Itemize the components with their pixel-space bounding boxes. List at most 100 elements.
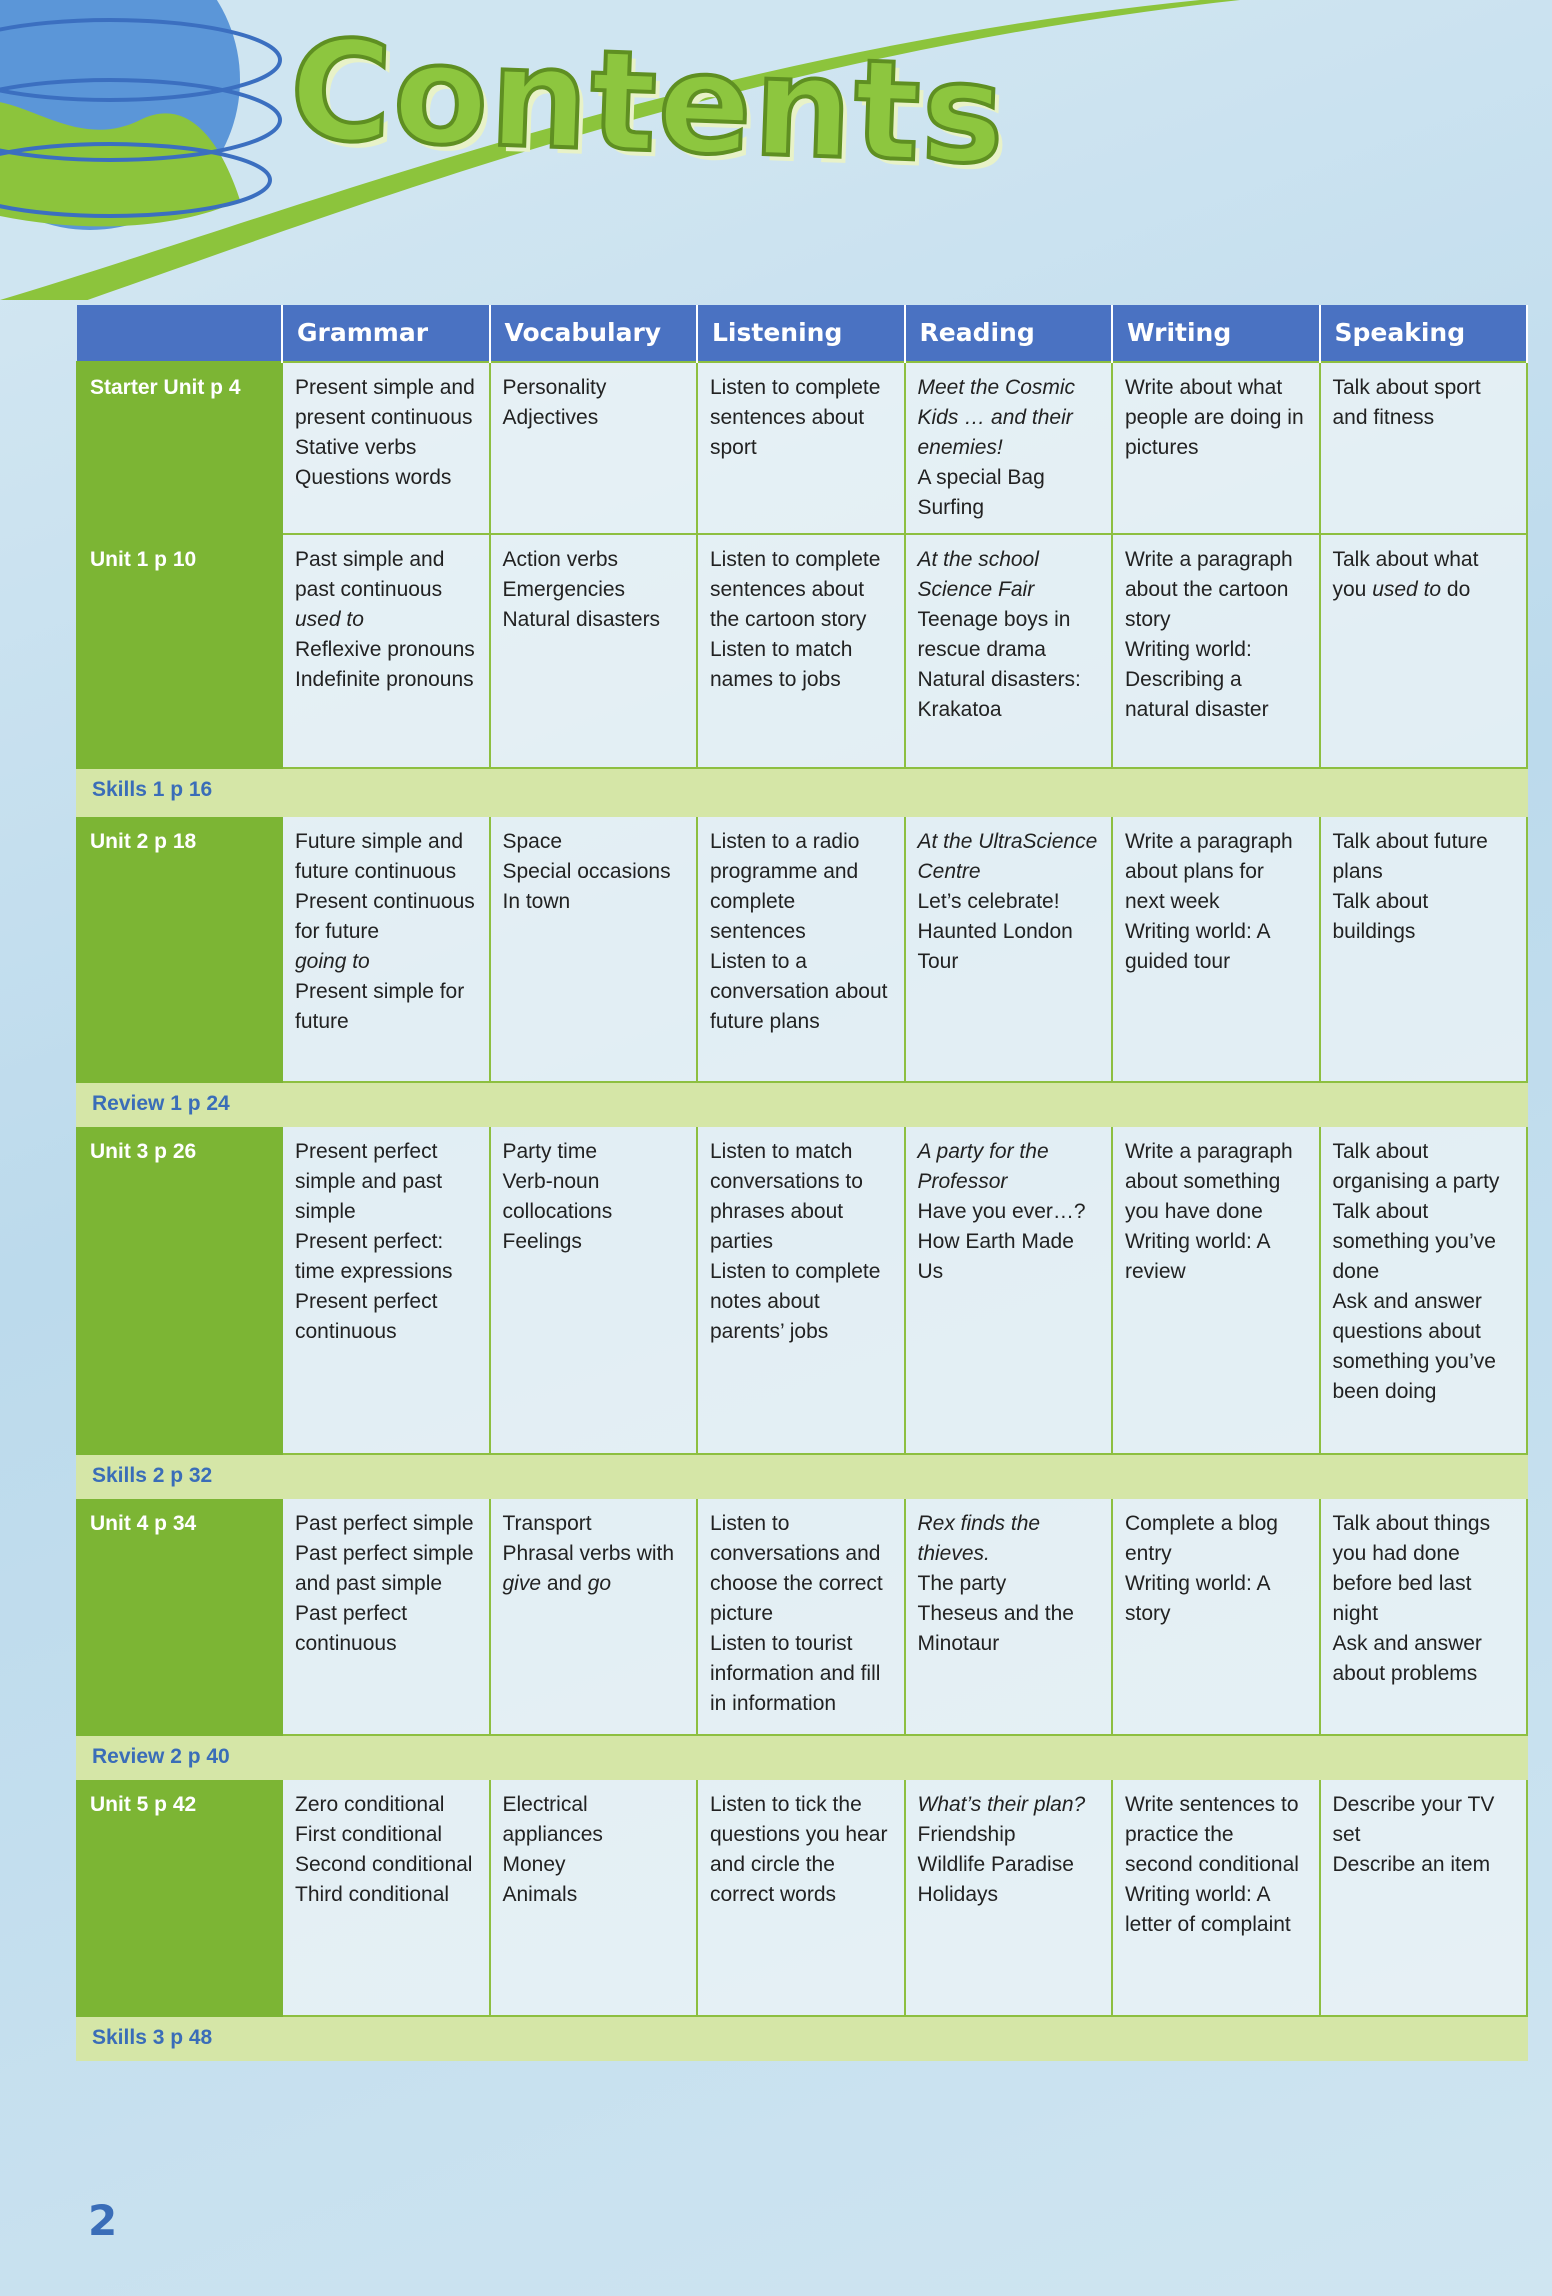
- swoosh-inner: [0, 0, 1200, 300]
- unit-label: Unit 1 p 10: [76, 533, 283, 769]
- cell: Action verbs Emergencies Natural disasters: [488, 533, 698, 769]
- line: Talk about what you used to do: [1333, 545, 1515, 605]
- orbit: [0, 78, 282, 162]
- cell: Listen to match conversations to phrases…: [696, 1125, 906, 1455]
- text: Write a paragraph about the cartoon stor…: [1125, 548, 1293, 631]
- section-label: Skills 1 p 16: [76, 767, 1528, 817]
- text: Action verbs: [502, 548, 619, 571]
- unit-row: Unit 3 p 26 Present perfect simple and pa…: [76, 1125, 1528, 1455]
- text: Stative verbs: [295, 436, 417, 459]
- text: Talk about something you’ve done: [1332, 1200, 1496, 1283]
- text: Third conditional: [295, 1883, 450, 1906]
- text: Transport: [502, 1512, 592, 1535]
- text: Write about what people are doing in pic…: [1125, 376, 1304, 459]
- text: A special Bag: [917, 466, 1045, 489]
- text: Writing world: Describing a natural disa…: [1125, 638, 1269, 721]
- cell: Party time Verb-noun collocations Feelings: [488, 1125, 698, 1455]
- text: Ask and answer questions about something…: [1332, 1290, 1496, 1403]
- cell: Talk about sport and fitness: [1318, 361, 1528, 535]
- cell: Space Special occasions In town: [488, 815, 698, 1083]
- cell: Talk about what you used to do: [1318, 533, 1528, 769]
- text: Past perfect continuous: [295, 1602, 408, 1655]
- text: Friendship: [917, 1823, 1016, 1846]
- cell: Describe your TV set Describe an item: [1318, 1778, 1528, 2017]
- cell: Talk about things you had done before be…: [1318, 1497, 1528, 1736]
- column-header: Speaking: [1319, 305, 1528, 362]
- cell: Listen to tick the questions you hear an…: [696, 1778, 906, 2017]
- italic-text: At the UltraScience Centre: [917, 830, 1098, 883]
- text: Feelings: [502, 1230, 582, 1253]
- text: Listen to complete sentences about the c…: [710, 548, 881, 631]
- text: Past perfect simple: [295, 1512, 474, 1535]
- cell: Listen to complete sentences about the c…: [696, 533, 906, 769]
- cell: Write a paragraph about plans for next w…: [1111, 815, 1321, 1083]
- text: Listen to complete notes about parents’ …: [710, 1260, 881, 1343]
- cell: Zero conditional First conditional Second …: [281, 1778, 491, 2017]
- cell: Talk about organising a party Talk about …: [1318, 1125, 1528, 1455]
- cell: Listen to conversations and choose the c…: [696, 1497, 906, 1736]
- text: Present simple for future: [295, 980, 465, 1033]
- unit-label: Unit 2 p 18: [76, 815, 283, 1083]
- section-row: Review 2 p 40: [76, 1734, 1528, 1780]
- text: Reflexive pronouns: [295, 638, 475, 661]
- unit-label: Starter Unit p 4: [76, 361, 283, 535]
- column-header: Listening: [697, 305, 906, 362]
- text: Questions words: [295, 466, 452, 489]
- unit-row: Unit 2 p 18 Future simple and future cont…: [76, 815, 1528, 1083]
- text: and: [541, 1572, 588, 1595]
- cell: Transport Phrasal verbs with give and go: [488, 1497, 698, 1736]
- contents-table: Grammar Vocabulary Listening Reading Writing…: [76, 305, 1528, 2061]
- header-row: Grammar Vocabulary Listening Reading Writing…: [77, 305, 1528, 362]
- text: Writing world: A story: [1125, 1572, 1270, 1625]
- italic-text: What’s their plan?: [917, 1793, 1086, 1816]
- cell: Past simple and past continuous used to Re…: [281, 533, 491, 769]
- unit-label: Unit 3 p 26: [76, 1125, 283, 1455]
- text: Emergencies: [502, 578, 626, 601]
- text: Talk about things you had done before be…: [1332, 1512, 1491, 1625]
- text: Theseus and the Minotaur: [917, 1602, 1074, 1655]
- column-header: Vocabulary: [489, 305, 698, 362]
- decoration: [0, 0, 1240, 300]
- text: do: [1441, 578, 1471, 601]
- cell: Present perfect simple and past simple Pr…: [281, 1125, 491, 1455]
- cell: At the UltraScience Centre Let’s celebrat…: [903, 815, 1113, 1083]
- italic-text: At the school Science Fair: [917, 548, 1039, 601]
- cell: At the school Science Fair Teenage boys i…: [903, 533, 1113, 769]
- text: Writing world: A review: [1125, 1230, 1270, 1283]
- cell: Write a paragraph about the cartoon stor…: [1111, 533, 1321, 769]
- italic-text: give: [502, 1572, 542, 1595]
- text: Past perfect simple and past simple: [295, 1542, 474, 1595]
- orbit: [0, 18, 282, 102]
- text: Listen to tourist information and fill i…: [710, 1632, 881, 1715]
- text: Zero conditional: [295, 1793, 445, 1816]
- text: Let’s celebrate!: [917, 890, 1060, 913]
- text: Writing world: A guided tour: [1125, 920, 1270, 973]
- text: In town: [502, 890, 571, 913]
- section-row: Skills 3 p 48: [76, 2015, 1528, 2061]
- text: Future simple and future continuous: [295, 830, 464, 883]
- text: Listen to a radio programme and complete…: [710, 830, 860, 943]
- italic-text: Rex finds the thieves.: [917, 1512, 1041, 1565]
- italic-text: used to: [1372, 578, 1442, 601]
- text: Personality Adjectives: [502, 376, 607, 429]
- text: Talk about organising a party: [1332, 1140, 1500, 1193]
- section-row: Skills 1 p 16: [76, 767, 1528, 817]
- text: Listen to complete sentences about sport: [710, 376, 881, 459]
- text: Past simple and past continuous: [295, 548, 445, 601]
- cell: Rex finds the thieves. The party Theseus a…: [903, 1497, 1113, 1736]
- italic-text: go: [587, 1572, 612, 1595]
- text: Natural disasters: Krakatoa: [917, 668, 1081, 721]
- unit-row: Unit 4 p 34 Past perfect simple Past perfe…: [76, 1497, 1528, 1736]
- text: Animals: [502, 1883, 578, 1906]
- header-corner: [77, 305, 283, 362]
- text: The party: [917, 1572, 1007, 1595]
- cell: Future simple and future continuous Prese…: [281, 815, 491, 1083]
- text: Present simple and present continuous: [295, 376, 475, 429]
- text: Present perfect continuous: [295, 1290, 438, 1343]
- text: Second conditional: [295, 1853, 473, 1876]
- text: Teenage boys in rescue drama: [917, 608, 1071, 661]
- cell: What’s their plan? Friendship Wildlife Par…: [903, 1778, 1113, 2017]
- cell: Personality Adjectives: [488, 361, 698, 535]
- italic-text: A party for the Professor: [917, 1140, 1049, 1193]
- text: Special occasions: [502, 860, 671, 883]
